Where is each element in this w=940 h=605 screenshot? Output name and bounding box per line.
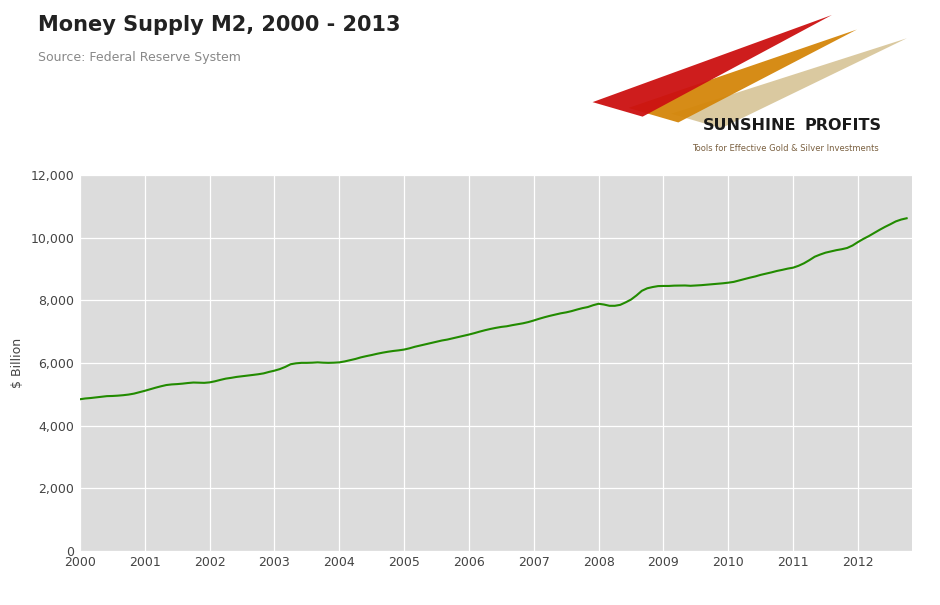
Text: Tools for Effective Gold & Silver Investments: Tools for Effective Gold & Silver Invest… <box>692 144 879 153</box>
Text: SUNSHINE: SUNSHINE <box>703 118 796 133</box>
Polygon shape <box>671 38 907 128</box>
Text: PROFITS: PROFITS <box>804 118 881 133</box>
Polygon shape <box>592 15 832 117</box>
Y-axis label: $ Billion: $ Billion <box>10 338 24 388</box>
Text: Source: Federal Reserve System: Source: Federal Reserve System <box>38 51 241 64</box>
Text: Money Supply M2, 2000 - 2013: Money Supply M2, 2000 - 2013 <box>38 15 400 35</box>
Polygon shape <box>628 30 857 122</box>
